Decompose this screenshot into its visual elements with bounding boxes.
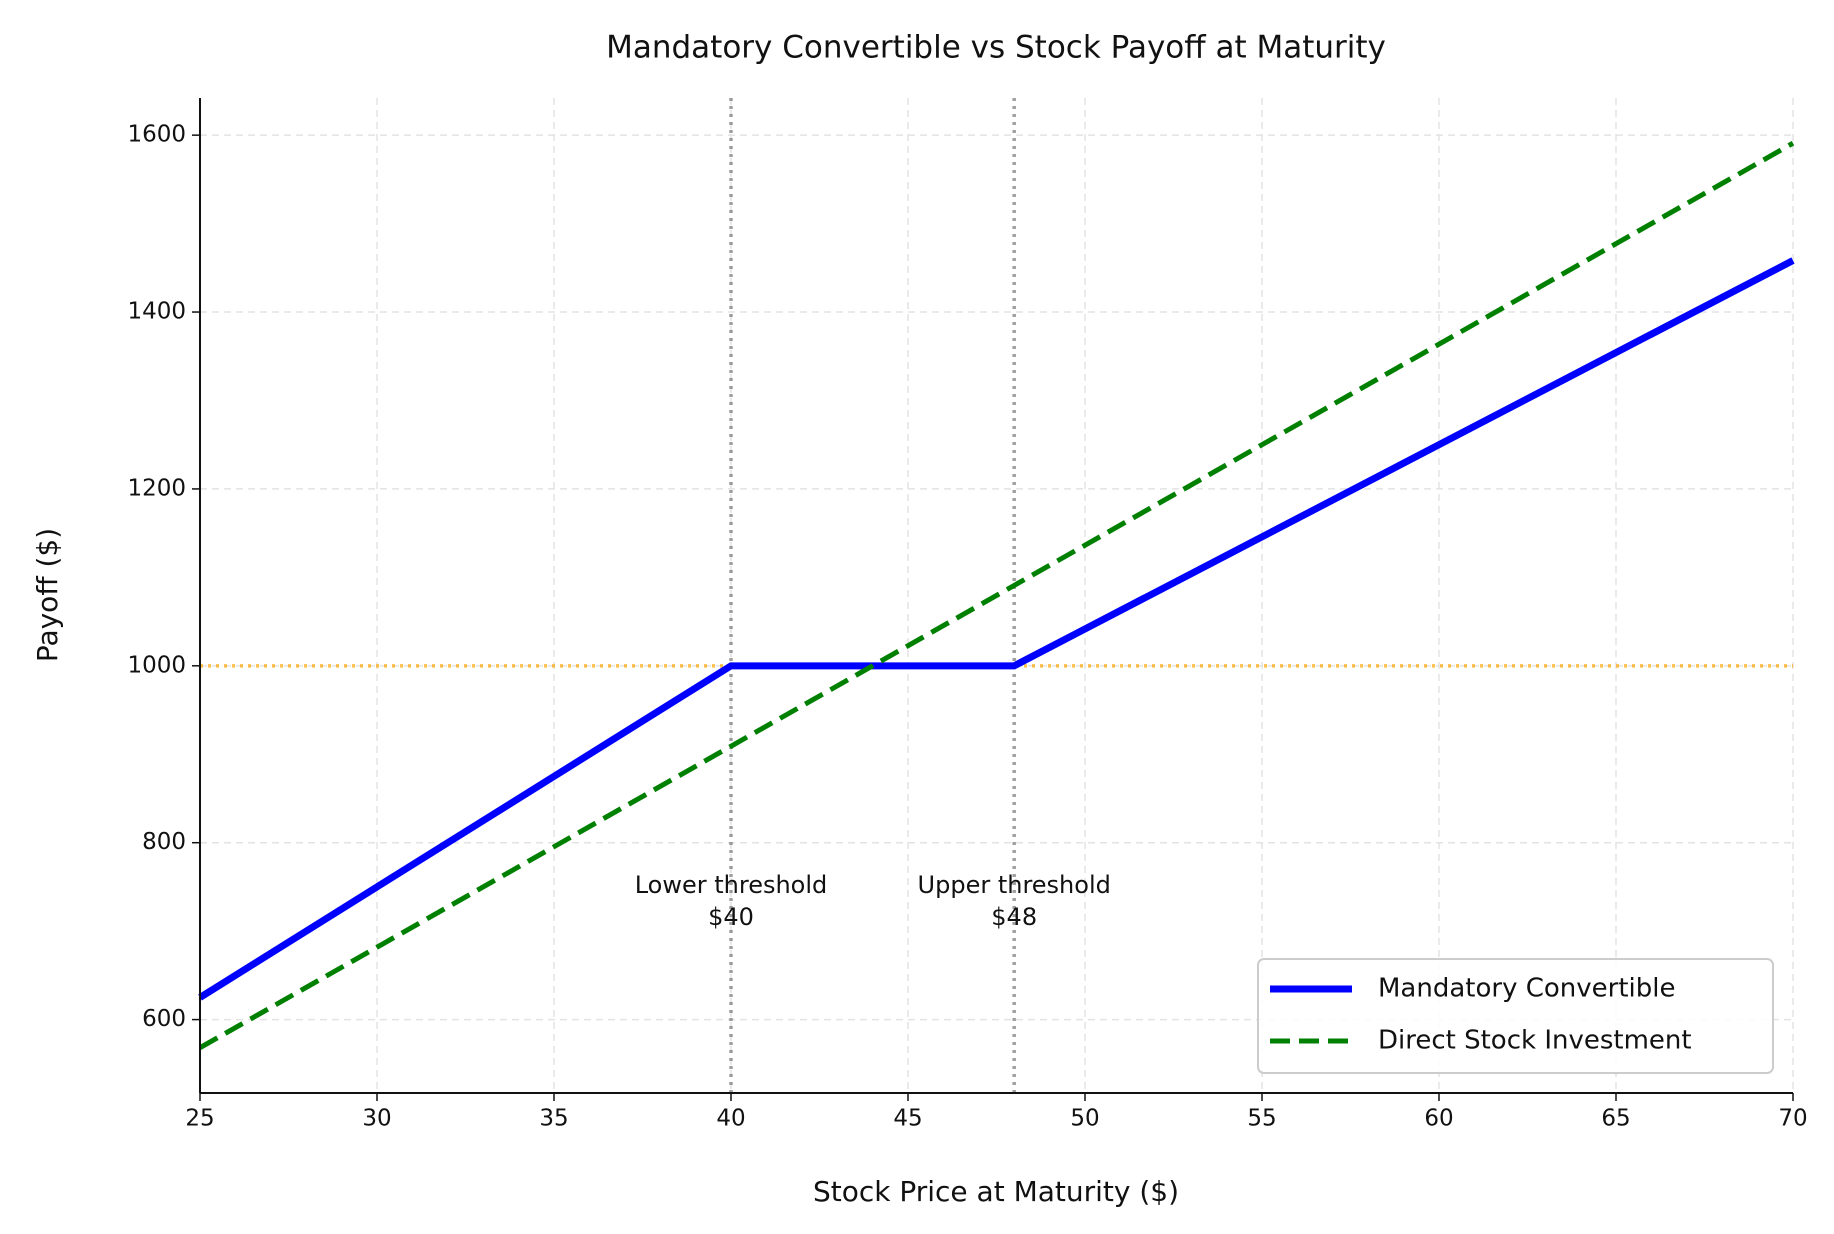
legend-label: Direct Stock Investment bbox=[1378, 1026, 1692, 1056]
annotation: Lower threshold bbox=[635, 871, 828, 899]
annotation: $48 bbox=[991, 903, 1037, 931]
y-axis-label: Payoff ($) bbox=[31, 528, 64, 662]
y-tick-label: 600 bbox=[142, 1006, 186, 1032]
y-tick-label: 1400 bbox=[127, 299, 186, 325]
y-tick-label: 1000 bbox=[127, 652, 186, 678]
series-line bbox=[198, 141, 1795, 1050]
x-tick-label: 60 bbox=[1424, 1106, 1453, 1132]
x-tick-label: 50 bbox=[1070, 1106, 1099, 1132]
annotation: Upper threshold bbox=[918, 871, 1111, 899]
x-tick-label: 55 bbox=[1247, 1106, 1276, 1132]
x-tick-label: 35 bbox=[539, 1106, 568, 1132]
legend: Mandatory Convertible Direct Stock Invest… bbox=[1257, 958, 1774, 1074]
legend-box bbox=[1257, 958, 1774, 1074]
annotation: $40 bbox=[708, 903, 754, 931]
legend-label: Mandatory Convertible bbox=[1378, 974, 1675, 1004]
x-tick-label: 30 bbox=[362, 1106, 391, 1132]
chart-title: Mandatory Convertible vs Stock Payoff at… bbox=[606, 30, 1386, 66]
x-tick-label: 45 bbox=[893, 1106, 922, 1132]
x-tick-label: 40 bbox=[716, 1106, 745, 1132]
x-axis-label: Stock Price at Maturity ($) bbox=[813, 1175, 1179, 1208]
y-tick-label: 1200 bbox=[127, 475, 186, 501]
y-tick-label: 800 bbox=[142, 829, 186, 855]
x-tick-label: 25 bbox=[185, 1106, 214, 1132]
y-tick-label: 1600 bbox=[127, 122, 186, 148]
x-tick-label: 65 bbox=[1601, 1106, 1630, 1132]
x-tick-label: 70 bbox=[1778, 1106, 1807, 1132]
